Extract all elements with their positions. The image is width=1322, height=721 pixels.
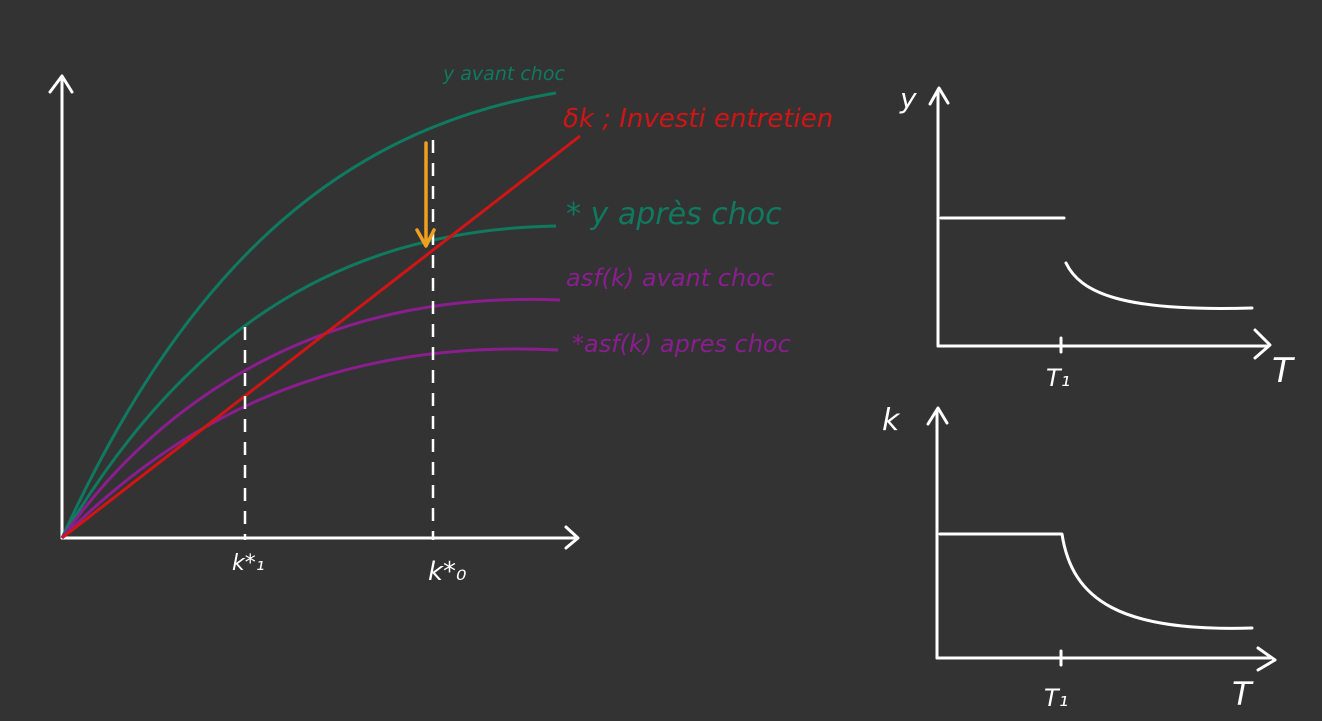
y-panel-axis-label-y: y — [899, 82, 917, 115]
curve-y-before-shock — [60, 91, 557, 539]
y-panel-level-after — [1064, 261, 1254, 310]
y-over-time-panel: y T T₁ — [899, 82, 1295, 392]
label-asf-after: *asf(k) apres choc — [572, 330, 791, 358]
curve-y-after-shock — [60, 224, 557, 539]
label-k1: k*₁ — [232, 551, 265, 576]
shift-arrow-icon — [415, 141, 436, 248]
k-panel-tick-label: T₁ — [1044, 684, 1068, 712]
curve-asf-before-shock — [60, 297, 561, 539]
k-panel-axis-label-k: k — [882, 403, 901, 438]
y-panel-axis-label-t: T — [1272, 351, 1295, 391]
main-x-axis-arrow-icon — [564, 525, 580, 550]
k-over-time-panel: k T T₁ — [882, 403, 1277, 713]
k-panel-x-axis-arrow-icon — [1256, 646, 1277, 672]
label-y-after: * y après choc — [566, 197, 782, 232]
main-y-axis-arrow-icon — [48, 74, 74, 94]
curve-asf-after-shock — [60, 347, 559, 540]
k-panel-y-axis-arrow-icon — [926, 406, 949, 426]
main-diagram: y avant choc δk ; Investi entretien * y … — [48, 63, 833, 587]
y-panel-x-axis-arrow-icon — [1253, 328, 1272, 360]
y-panel-tick-label: T₁ — [1046, 364, 1070, 392]
label-depreciation: δk ; Investi entretien — [563, 104, 833, 134]
label-k0: k*₀ — [428, 557, 467, 587]
label-asf-before: asf(k) avant choc — [566, 264, 774, 292]
k-panel-path — [938, 532, 1254, 630]
line-depreciation — [61, 134, 581, 540]
y-panel-y-axis-arrow-icon — [928, 86, 950, 106]
k-panel-axis-label-t: T — [1232, 675, 1254, 713]
label-y-before: y avant choc — [442, 63, 565, 85]
